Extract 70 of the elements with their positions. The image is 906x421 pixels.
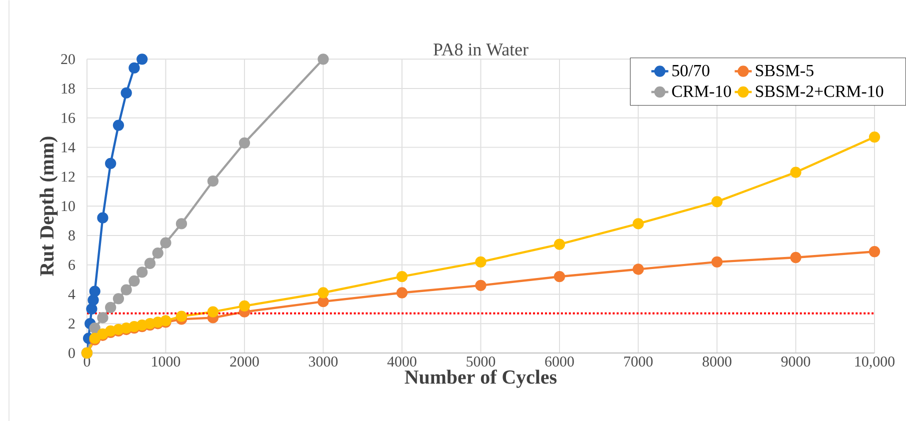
x-tick-label: 1000 [152, 356, 180, 367]
y-axis-title: Rut Depth (mm) [40, 136, 58, 276]
y-tick-label: 20 [61, 54, 75, 64]
point [88, 294, 99, 306]
point [105, 158, 116, 169]
point [97, 312, 108, 324]
x-tick-label: 8000 [702, 356, 732, 367]
point [554, 238, 566, 250]
y-tick-label: 8 [68, 230, 75, 240]
x-tick-label: 3000 [309, 356, 338, 367]
point [136, 54, 148, 65]
point [144, 258, 156, 269]
legend-label: SBSM-2+CRM-10 [756, 86, 884, 97]
point [97, 212, 108, 224]
point [136, 266, 148, 278]
x-tick-label: 6000 [545, 356, 574, 367]
point [120, 284, 132, 296]
y-tick-label: 4 [68, 289, 76, 300]
point [318, 287, 329, 298]
point [152, 247, 164, 259]
x-tick-label: 4000 [387, 356, 416, 367]
point [120, 87, 132, 98]
y-tick-label: 6 [68, 260, 76, 270]
point [105, 302, 116, 313]
point [176, 310, 188, 322]
point [632, 264, 644, 275]
y-tick-label: 16 [62, 112, 76, 123]
point [396, 270, 408, 282]
point [790, 252, 802, 263]
point [112, 292, 124, 304]
x-tick-label: 2000 [230, 356, 259, 367]
y-tick-label: 14 [62, 142, 76, 152]
point [112, 120, 124, 131]
point [475, 256, 486, 268]
y-tick-label: 0 [68, 348, 75, 358]
point [86, 303, 98, 314]
point [790, 166, 802, 178]
point [128, 62, 140, 74]
x-tick-label: 10,000 [855, 356, 894, 369]
y-tick-label: 12 [62, 172, 75, 182]
point [396, 287, 408, 298]
chart-title: PA8 in Water [434, 43, 528, 56]
legend-label: 50/70 [672, 64, 710, 76]
point [554, 270, 566, 282]
legend-label: CRM-10 [672, 86, 731, 97]
x-tick-label: 5000 [466, 356, 496, 367]
point [238, 137, 250, 148]
x-tick-label: 7000 [624, 356, 653, 367]
point [868, 131, 880, 143]
point [89, 286, 100, 297]
point [318, 296, 329, 308]
x-axis-title: Number of Cycles [404, 370, 557, 388]
legend-label: SBSM-5 [756, 64, 814, 76]
point [207, 306, 219, 318]
point [207, 175, 219, 187]
point [475, 280, 486, 291]
point [711, 196, 723, 208]
point [160, 237, 172, 248]
point [89, 322, 100, 334]
x-tick-label: 9000 [781, 356, 810, 367]
y-tick-label: 10 [62, 200, 75, 212]
point [711, 256, 723, 268]
point [632, 218, 644, 230]
point [176, 218, 188, 230]
point [318, 54, 329, 65]
y-tick-label: 2 [68, 318, 75, 328]
point [128, 275, 140, 287]
y-tick-label: 18 [62, 83, 75, 94]
point [238, 300, 250, 312]
point [868, 246, 880, 258]
